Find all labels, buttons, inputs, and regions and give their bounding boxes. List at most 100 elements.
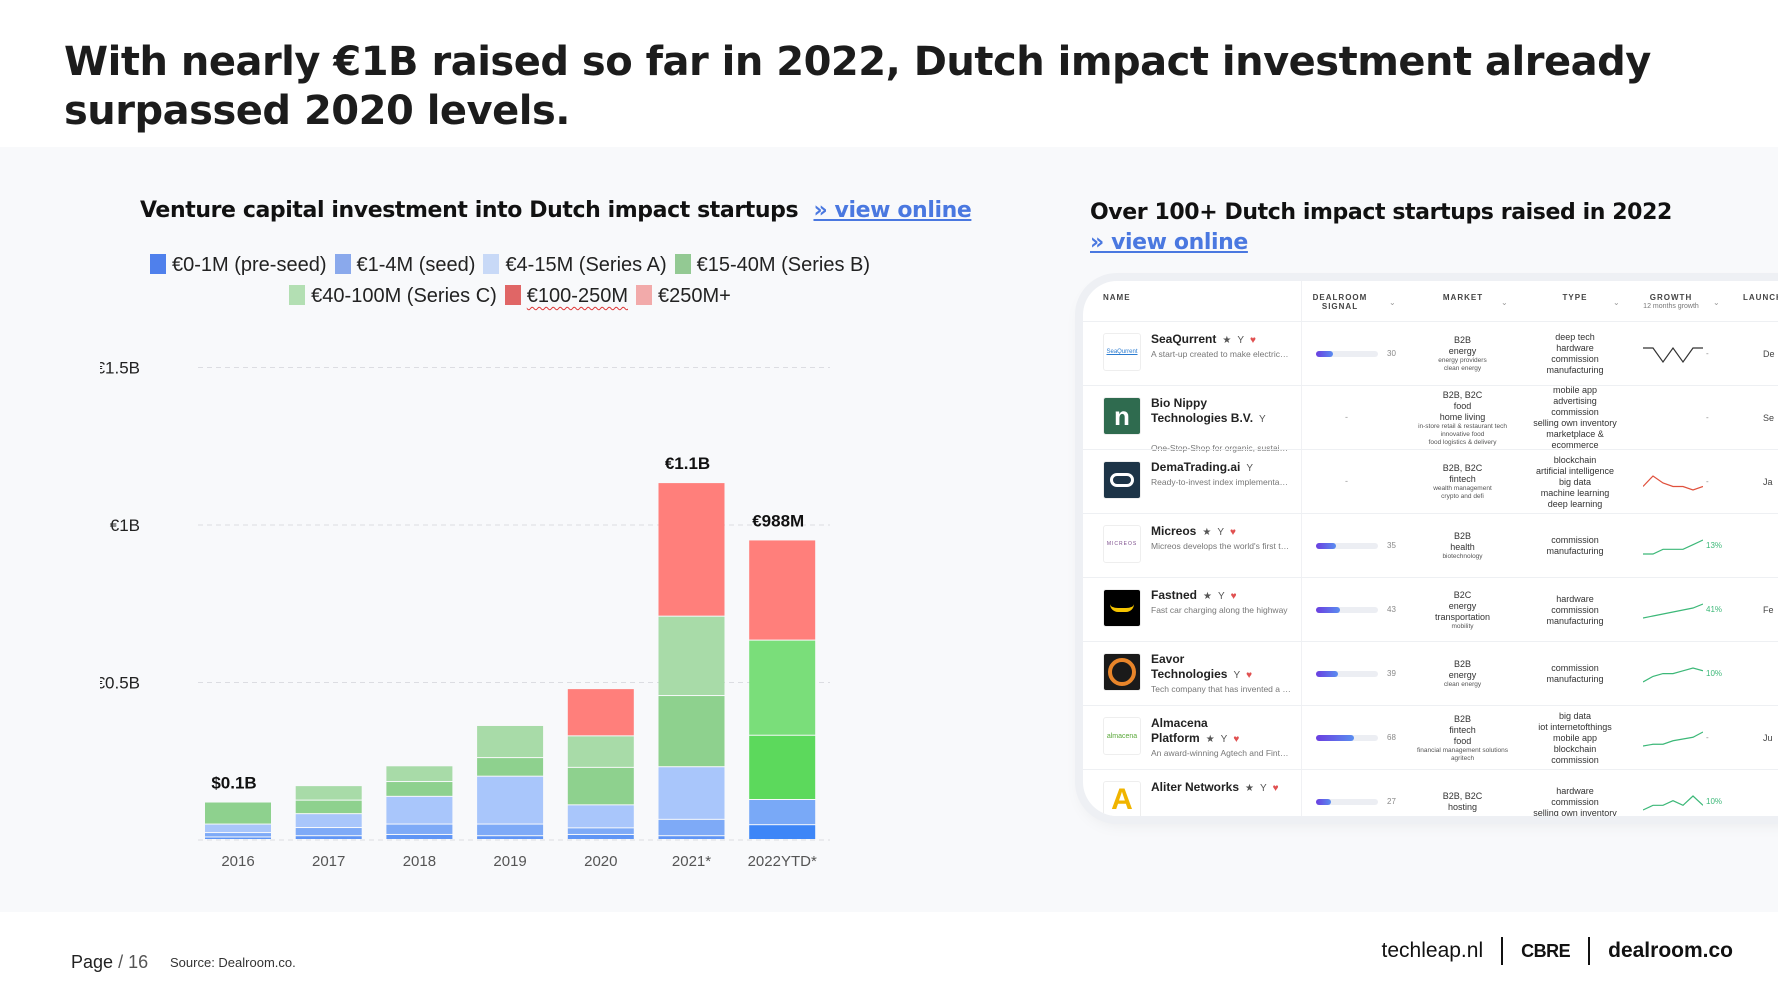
market-tag: B2B: [1453, 531, 1471, 541]
star-icon[interactable]: ★: [1205, 734, 1215, 745]
legend-item[interactable]: €100-250M: [504, 281, 628, 312]
company-name-cell[interactable]: Bio Nippy Technologies B.V. Y: [1151, 396, 1281, 427]
company-name-cell[interactable]: SeaQurrent ★ Y ♥: [1151, 332, 1281, 348]
chevron-down-icon[interactable]: ⌄: [1501, 298, 1508, 307]
table-row[interactable]: Eavor Technologies Y ♥ Tech company that ha…: [1083, 641, 1778, 705]
header-growth[interactable]: GROWTH 12 months growth: [1631, 293, 1711, 311]
bar-segment: [386, 824, 453, 834]
company-name[interactable]: Micreos: [1151, 524, 1197, 538]
header-type[interactable]: TYPE: [1562, 293, 1588, 302]
trophy-icon[interactable]: Y: [1259, 414, 1266, 425]
dealroom-logo: dealroom.co: [1608, 939, 1733, 962]
company-name-cell[interactable]: Micreos ★ Y ♥: [1151, 524, 1281, 540]
type-tag: commission: [1551, 354, 1599, 364]
signal-value: 35: [1387, 541, 1396, 550]
heart-icon[interactable]: ♥: [1272, 783, 1279, 794]
legend-item[interactable]: €0-1M (pre-seed): [149, 250, 327, 281]
table-row[interactable]: A Aliter Networks ★ Y ♥ 27 B2B, B2C hosting hard…: [1083, 769, 1778, 816]
legend-item[interactable]: €1-4M (seed): [334, 250, 475, 281]
legend-item[interactable]: €250M+: [635, 281, 731, 312]
bar-segment: [749, 540, 816, 640]
logo-text: n: [1114, 400, 1130, 431]
view-online-link-2[interactable]: » view online: [1090, 230, 1248, 255]
company-name-cell[interactable]: Eavor Technologies Y ♥: [1151, 652, 1281, 683]
company-name[interactable]: Fastned: [1151, 588, 1198, 602]
startups-table-card: NAME DEALROOM SIGNAL ⌄ MARKET ⌄ TYPE ⌄ G…: [1083, 281, 1778, 816]
trophy-icon[interactable]: Y: [1237, 335, 1244, 346]
company-name-cell[interactable]: Aliter Networks ★ Y ♥: [1151, 780, 1281, 796]
market-tag: B2B: [1453, 659, 1471, 669]
y-tick-label: €0.5B: [100, 674, 140, 693]
header-name[interactable]: NAME: [1103, 293, 1131, 302]
header-launch[interactable]: LAUNCH: [1743, 293, 1778, 302]
y-tick-label: €1.5B: [100, 359, 140, 378]
bar-segment: [295, 836, 362, 839]
data-label: $0.1B: [211, 774, 256, 793]
trophy-icon[interactable]: Y: [1233, 670, 1241, 681]
heart-icon[interactable]: ♥: [1246, 670, 1253, 681]
company-name-cell[interactable]: Almacena Platform ★ Y ♥: [1151, 716, 1281, 747]
star-icon[interactable]: ★: [1202, 527, 1212, 538]
table-row[interactable]: Fastned ★ Y ♥ Fast car charging along the hi…: [1083, 577, 1778, 641]
market-subtag: food logistics & delivery: [1428, 438, 1497, 446]
heart-icon[interactable]: ♥: [1230, 527, 1236, 538]
table-row[interactable]: almacena Almacena Platform ★ Y ♥ An award-win…: [1083, 705, 1778, 769]
company-name[interactable]: Aliter Networks: [1151, 780, 1240, 794]
company-name[interactable]: Almacena Platform: [1151, 716, 1208, 745]
type-tag: big data: [1558, 710, 1592, 721]
trophy-icon[interactable]: Y: [1246, 463, 1254, 474]
market-tag: energy: [1448, 346, 1477, 356]
bar-segment: [658, 819, 725, 836]
growth-value: 10%: [1706, 669, 1723, 678]
company-description: Micreos develops the world's first t…: [1151, 541, 1290, 551]
table-row[interactable]: SeaQurrent SeaQurrent ★ Y ♥ A start-up create…: [1083, 321, 1778, 385]
star-icon[interactable]: ★: [1203, 591, 1212, 602]
growth-value: -: [1706, 413, 1709, 422]
legend-item[interactable]: €40-100M (Series C): [289, 281, 497, 312]
market-tag: B2B, B2C: [1442, 463, 1483, 473]
bar-segment: [477, 836, 544, 839]
table-row[interactable]: DemaTrading.ai Y Ready-to-invest index imp…: [1083, 449, 1778, 513]
x-tick-label: 2020: [584, 853, 617, 870]
market-tag: fintech: [1449, 724, 1476, 735]
market-cell: B2B energy clean energy: [1400, 642, 1525, 706]
type-tag: machine learning: [1540, 487, 1610, 498]
company-name[interactable]: SeaQurrent: [1151, 332, 1217, 346]
chevron-down-icon[interactable]: ⌄: [1613, 298, 1620, 307]
type-cell: mobile app advertising commission selling o…: [1525, 385, 1625, 450]
market-subtag: innovative food: [1440, 430, 1485, 438]
company-name-cell[interactable]: DemaTrading.ai Y: [1151, 460, 1281, 476]
company-name-cell[interactable]: Fastned ★ Y ♥: [1151, 588, 1281, 604]
header-market[interactable]: MARKET: [1442, 293, 1484, 302]
legend-item[interactable]: €4-15M (Series A): [483, 250, 667, 281]
type-tag: marketplace & ecommerce: [1546, 429, 1604, 450]
market-tag: fintech: [1449, 474, 1476, 484]
signal-bar: [1316, 799, 1378, 805]
market-subtag: biotechnology: [1442, 553, 1483, 560]
heart-icon[interactable]: ♥: [1230, 591, 1237, 602]
table-row[interactable]: MICREOS Micreos ★ Y ♥ Micreos develops the wo…: [1083, 513, 1778, 577]
heart-icon[interactable]: ♥: [1233, 734, 1240, 745]
trophy-icon[interactable]: Y: [1220, 734, 1228, 745]
legend-item[interactable]: €15-40M (Series B): [674, 250, 870, 281]
header-signal[interactable]: DEALROOM SIGNAL: [1312, 293, 1368, 311]
bar-segment: [477, 776, 544, 824]
heart-icon[interactable]: ♥: [1250, 335, 1256, 346]
market-cell: B2C energy transportation mobility: [1400, 578, 1525, 642]
company-name[interactable]: Bio Nippy Technologies B.V.: [1151, 396, 1254, 425]
star-icon[interactable]: ★: [1222, 335, 1232, 346]
company-name[interactable]: Eavor Technologies: [1151, 652, 1228, 681]
legend-label: €4-15M (Series A): [505, 254, 667, 276]
star-icon[interactable]: ★: [1245, 783, 1254, 794]
trophy-icon[interactable]: Y: [1217, 591, 1225, 602]
chevron-down-icon[interactable]: ⌄: [1713, 298, 1720, 307]
table-row[interactable]: n Bio Nippy Technologies B.V. Y One-Stop-Sh…: [1083, 385, 1778, 453]
view-online-link[interactable]: » view online: [813, 198, 972, 223]
signal-value: -: [1345, 412, 1348, 422]
chevron-down-icon[interactable]: ⌄: [1389, 298, 1396, 307]
company-name[interactable]: DemaTrading.ai: [1151, 460, 1241, 474]
trophy-icon[interactable]: Y: [1260, 783, 1267, 794]
robot-icon: [1110, 473, 1134, 487]
company-logo: [1103, 653, 1141, 691]
trophy-icon[interactable]: Y: [1217, 527, 1224, 538]
